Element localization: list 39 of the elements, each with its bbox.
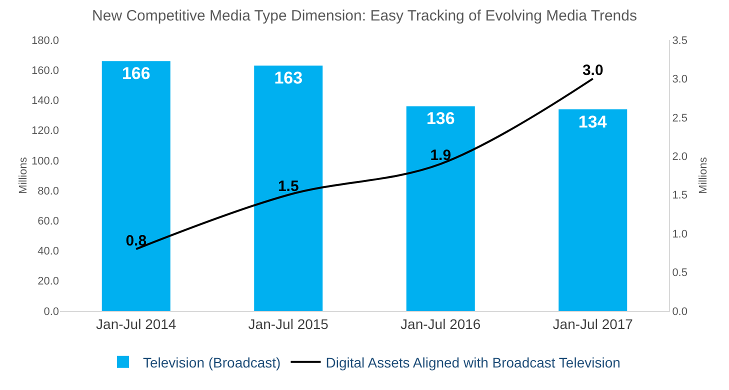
data-label: 134 (578, 112, 608, 132)
legend-label: Digital Assets Aligned with Broadcast Television (326, 354, 620, 370)
legend-label: Television (Broadcast) (143, 354, 281, 370)
data-label: 166 (122, 64, 150, 84)
data-label: 1.5 (278, 178, 299, 196)
y2-tick-label: 1.5 (672, 190, 688, 202)
chart-title: New Competitive Media Type Dimension: Easy Tracking of Evolving Media Trends (92, 7, 637, 24)
y-tick-label: 120.0 (31, 125, 59, 138)
y-tick-label: 140.0 (31, 95, 59, 108)
y-tick-label: 100.0 (31, 155, 59, 168)
y2-tick-label: 3.5 (672, 34, 688, 47)
bar (102, 61, 170, 311)
data-label: 0.8 (126, 232, 147, 250)
y-tick-label: 40.0 (38, 246, 59, 258)
data-label: 163 (274, 68, 303, 88)
x-tick-label: Jan-Jul 2017 (552, 316, 634, 332)
bar (254, 66, 323, 311)
data-label: 1.9 (430, 147, 452, 164)
data-label: 136 (426, 109, 455, 128)
bar (558, 109, 628, 311)
y-tick-label: 0.0 (44, 306, 59, 318)
y-tick-label: 60.0 (38, 216, 59, 228)
x-tick-label: Jan-Jul 2015 (248, 316, 329, 332)
y2-axis-title: Millions (698, 156, 710, 194)
y-axis-title: Millions (17, 156, 30, 194)
y-tick-label: 80.0 (38, 185, 59, 198)
y2-tick-label: 0.0 (672, 306, 688, 318)
y2-tick-label: 3.0 (672, 74, 688, 86)
y2-tick-label: 2.5 (672, 112, 688, 124)
data-label: 3.0 (582, 62, 604, 79)
bar (406, 106, 475, 311)
y-tick-label: 160.0 (31, 64, 59, 77)
y2-tick-label: 2.0 (672, 150, 688, 163)
y-tick-label: 180.0 (31, 34, 59, 47)
x-tick-label: Jan-Jul 2014 (96, 316, 176, 332)
y2-tick-label: 0.5 (672, 267, 688, 280)
y2-tick-label: 1.0 (672, 228, 688, 240)
x-tick-label: Jan-Jul 2016 (400, 316, 481, 332)
y-tick-label: 20.0 (38, 276, 59, 288)
